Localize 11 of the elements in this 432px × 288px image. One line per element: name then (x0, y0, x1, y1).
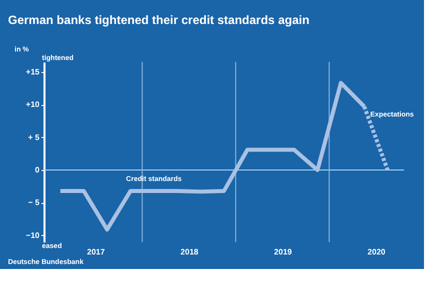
y-tick-label: − 5 (28, 198, 40, 208)
x-tick-label: 2020 (368, 248, 386, 256)
x-tick-label: 2019 (274, 248, 292, 256)
y-tick-label: −10 (26, 230, 40, 240)
y-tick-label: +15 (26, 67, 40, 76)
y-tick-label: + 5 (28, 132, 40, 142)
x-tick-label: 2017 (87, 248, 106, 256)
chart-title: German banks tightened their credit standards again (8, 13, 310, 27)
x-tick-label: 2018 (180, 248, 199, 256)
y-tick-label: 0 (35, 166, 40, 174)
y-tick-label: +10 (26, 100, 40, 110)
